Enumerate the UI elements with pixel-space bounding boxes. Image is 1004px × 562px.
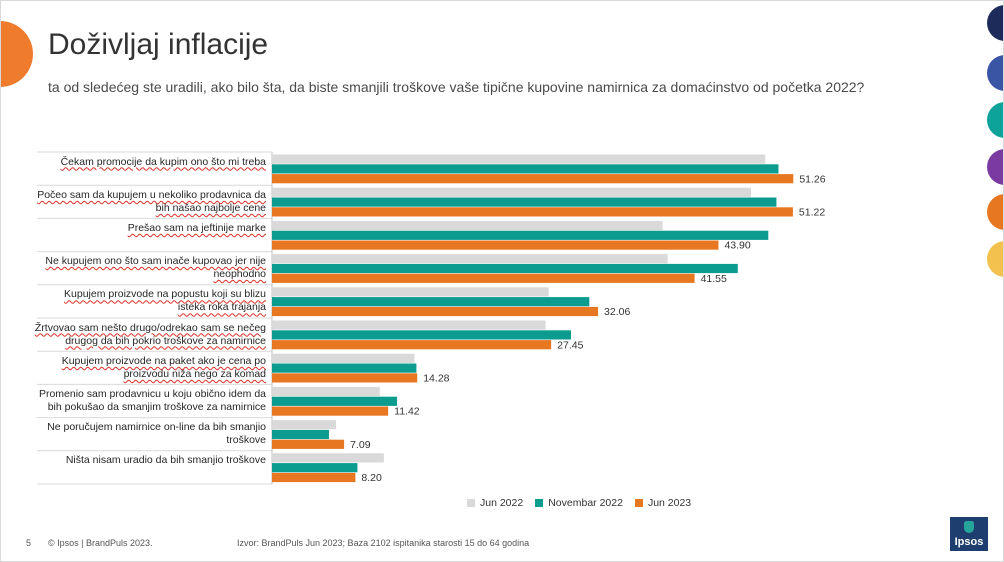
bar-jun2023 xyxy=(272,406,389,416)
bar-jun2022 xyxy=(272,320,546,330)
footer-source: Izvor: BrandPuls Jun 2023; Baza 2102 isp… xyxy=(237,538,530,548)
data-label: 27.45 xyxy=(557,339,583,351)
decorative-dot xyxy=(987,241,1003,277)
decorative-dot xyxy=(987,194,1003,230)
bar-jun2023 xyxy=(272,240,719,250)
data-label: 43.90 xyxy=(724,240,750,252)
bar-nov2022 xyxy=(272,297,590,307)
bar-nov2022 xyxy=(272,463,358,473)
legend-item-jun2022: Jun 2022 xyxy=(467,497,523,509)
category-label: Promenio sam prodavnicu u koju obično id… xyxy=(38,388,266,413)
bar-nov2022 xyxy=(272,230,769,240)
data-label: 41.55 xyxy=(701,273,727,285)
data-label: 11.42 xyxy=(394,406,420,418)
bar-jun2022 xyxy=(272,220,663,231)
bar-jun2022 xyxy=(272,287,549,297)
data-label: 51.26 xyxy=(799,173,825,185)
bar-nov2022 xyxy=(272,396,398,406)
page-subtitle: ta od sledećeg ste uradili, ako bilo šta… xyxy=(48,79,865,95)
bar-jun2023 xyxy=(272,439,345,449)
category-label: Ništa nisam uradio da bih smanjio troško… xyxy=(65,454,266,467)
decorative-dot xyxy=(987,149,1003,185)
chart-legend: Jun 2022 Novembar 2022 Jun 2023 xyxy=(467,497,691,509)
data-label: 14.28 xyxy=(423,373,449,385)
category-label: Kupujem proizvode na popustu koji su bli… xyxy=(64,288,266,314)
legend-item-jun2023: Jun 2023 xyxy=(634,497,692,509)
logo-text: Ipsos xyxy=(954,536,984,548)
bar-jun2023 xyxy=(272,472,356,483)
category-label: Čekam promocije da kupim ono što mi treb… xyxy=(60,155,266,168)
data-label: 7.09 xyxy=(350,439,371,451)
bar-jun2022 xyxy=(272,420,337,430)
bar-jun2023 xyxy=(272,306,599,317)
category-label: Prešao sam na jeftinije marke xyxy=(127,222,266,234)
page-title: Doživljaj inflacije xyxy=(48,28,269,61)
bar-nov2022 xyxy=(272,363,417,373)
bar-jun2023 xyxy=(272,340,552,350)
bar-jun2022 xyxy=(272,353,415,363)
decorative-dot xyxy=(987,55,1003,91)
legend-swatch-jun2023 xyxy=(634,499,643,507)
legend-label-jun2023: Jun 2023 xyxy=(647,497,692,509)
category-label: Kupujem proizvode na paket ako je cena p… xyxy=(61,354,266,380)
bar-jun2023 xyxy=(272,207,793,217)
bar-jun2023 xyxy=(272,174,794,184)
category-label: Ne kupujem ono što sam inače kupovao jer… xyxy=(45,255,266,281)
bar-nov2022 xyxy=(272,330,571,340)
bar-nov2022 xyxy=(272,164,779,174)
data-label: 32.06 xyxy=(604,306,630,318)
category-label: Počeo sam da kupujem u nekoliko prodavni… xyxy=(37,188,266,214)
bar-jun2022 xyxy=(272,453,384,463)
bar-jun2023 xyxy=(272,373,418,383)
category-label: Ne poručujem namirnice on-line da bih sm… xyxy=(47,421,266,447)
decorative-dot xyxy=(987,102,1003,138)
bar-jun2022 xyxy=(272,154,766,164)
legend-swatch-nov2022 xyxy=(535,499,544,507)
bar-nov2022 xyxy=(272,197,777,207)
legend-swatch-jun2022 xyxy=(467,499,475,507)
bar-nov2022 xyxy=(272,429,329,440)
data-label: 51.22 xyxy=(799,207,825,219)
footer-copyright: © Ipsos | BrandPuls 2023. xyxy=(48,538,153,548)
data-label: 8.20 xyxy=(361,472,382,484)
bar-jun2022 xyxy=(272,386,380,397)
legend-item-nov2022: Novembar 2022 xyxy=(535,497,623,509)
bar-jun2023 xyxy=(272,273,695,283)
bar-jun2022 xyxy=(272,254,668,264)
legend-label-nov2022: Novembar 2022 xyxy=(548,497,623,509)
page-number: 5 xyxy=(26,538,32,548)
bar-nov2022 xyxy=(272,263,738,274)
ipsos-logo: Ipsos xyxy=(950,517,988,551)
decorative-dot xyxy=(987,5,1003,41)
category-label: Žrtvovao sam nešto drugo/odrekao sam se … xyxy=(34,321,266,347)
logo-mark-icon xyxy=(964,521,974,533)
bar-jun2022 xyxy=(272,187,752,197)
legend-label-jun2022: Jun 2022 xyxy=(480,497,524,509)
